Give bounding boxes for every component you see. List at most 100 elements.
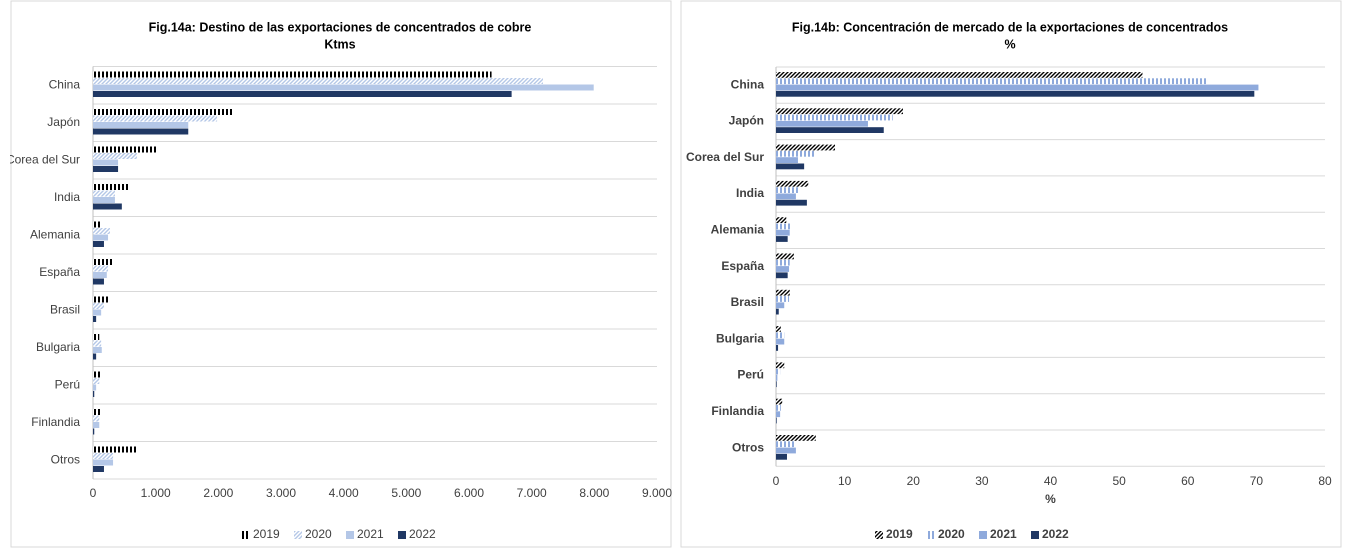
bar: [93, 265, 109, 272]
category-label: Otros: [732, 440, 764, 454]
category-label: Japón: [47, 115, 80, 129]
bar: [776, 308, 779, 315]
legend-swatch: [242, 531, 250, 539]
x-tick-label: 60: [1181, 474, 1195, 488]
bar: [776, 302, 785, 309]
bar: [93, 84, 594, 91]
chart-panel: Fig.14a: Destino de las exportaciones de…: [10, 0, 672, 548]
bar: [776, 84, 1259, 91]
category-label: España: [39, 265, 80, 279]
bar: [93, 309, 102, 316]
category-label: Corea del Sur: [10, 152, 80, 166]
bar: [776, 163, 805, 170]
bar: [93, 166, 119, 172]
x-tick-label: 20: [907, 474, 921, 488]
category-label: India: [736, 186, 764, 200]
chart-subtitle: Ktms: [324, 37, 355, 51]
x-tick-label: 80: [1318, 474, 1332, 488]
bar: [776, 229, 790, 236]
category-label: Perú: [737, 368, 764, 382]
bar: [93, 91, 512, 97]
bar: [776, 187, 798, 193]
bar: [93, 422, 100, 428]
bar: [93, 347, 102, 353]
x-tick-label: 8.000: [579, 486, 609, 500]
bar: [93, 334, 100, 340]
bar: [93, 259, 114, 265]
bar: [93, 378, 100, 384]
bar: [93, 272, 107, 278]
bar: [776, 150, 816, 157]
x-tick-label: 70: [1250, 474, 1264, 488]
bar: [93, 221, 102, 228]
bar: [93, 153, 137, 159]
bar: [93, 71, 492, 78]
legend-label: 2020: [305, 527, 332, 541]
bar: [776, 362, 785, 369]
bar: [776, 447, 796, 454]
legend-swatch: [1031, 531, 1039, 539]
bar: [93, 453, 114, 459]
legend-label: 2019: [253, 527, 280, 541]
bar: [776, 193, 796, 200]
bar: [776, 435, 816, 441]
bar: [93, 159, 119, 166]
bar: [776, 345, 779, 351]
bar: [93, 203, 122, 210]
bar: [93, 122, 189, 128]
bar: [93, 184, 129, 190]
category-label: Brasil: [50, 302, 80, 316]
legend-swatch: [346, 531, 354, 539]
bar: [93, 197, 115, 203]
bar: [776, 217, 787, 223]
bar: [776, 114, 893, 121]
bar: [776, 199, 807, 206]
category-label: Finlandia: [711, 404, 764, 418]
bar: [93, 115, 218, 122]
legend-label: 2021: [990, 527, 1017, 541]
bar: [93, 391, 95, 397]
category-label: India: [54, 190, 80, 204]
bar: [93, 371, 102, 378]
legend-swatch: [294, 531, 302, 539]
category-label: Bulgaria: [36, 340, 80, 354]
bar: [93, 353, 97, 360]
legend-swatch: [979, 531, 987, 539]
bar: [776, 411, 781, 418]
x-tick-label: 2.000: [203, 486, 233, 500]
bar: [93, 316, 97, 322]
bar: [776, 180, 809, 187]
bar: [93, 109, 233, 115]
category-label: Otros: [51, 452, 80, 466]
bar: [776, 289, 790, 296]
bar: [93, 296, 110, 303]
bar: [93, 415, 100, 422]
bar: [776, 326, 781, 332]
bar: [93, 234, 109, 241]
bar: [776, 296, 790, 302]
bar: [776, 259, 790, 266]
x-tick-label: 0: [773, 474, 780, 488]
x-tick-label: 10: [838, 474, 852, 488]
x-tick-label: 6.000: [454, 486, 484, 500]
bar: [93, 278, 104, 285]
bar: [776, 108, 903, 115]
category-label: España: [721, 259, 764, 273]
bar: [776, 157, 798, 163]
legend-label: 2019: [886, 527, 913, 541]
category-label: Corea del Sur: [686, 150, 764, 164]
bar: [776, 72, 1143, 78]
category-label: Japón: [729, 114, 764, 128]
x-axis-label: %: [1045, 492, 1056, 506]
bar: [93, 190, 115, 197]
bar: [776, 120, 868, 127]
chart-title: Fig.14b: Concentración de mercado de la …: [792, 20, 1228, 34]
x-tick-label: 4.000: [329, 486, 359, 500]
category-label: China: [49, 77, 81, 91]
bar: [776, 90, 1255, 97]
bar: [93, 228, 110, 234]
bar: [93, 146, 157, 153]
bar: [776, 266, 790, 272]
x-tick-label: 9.000: [642, 486, 672, 500]
category-label: Bulgaria: [716, 331, 764, 345]
